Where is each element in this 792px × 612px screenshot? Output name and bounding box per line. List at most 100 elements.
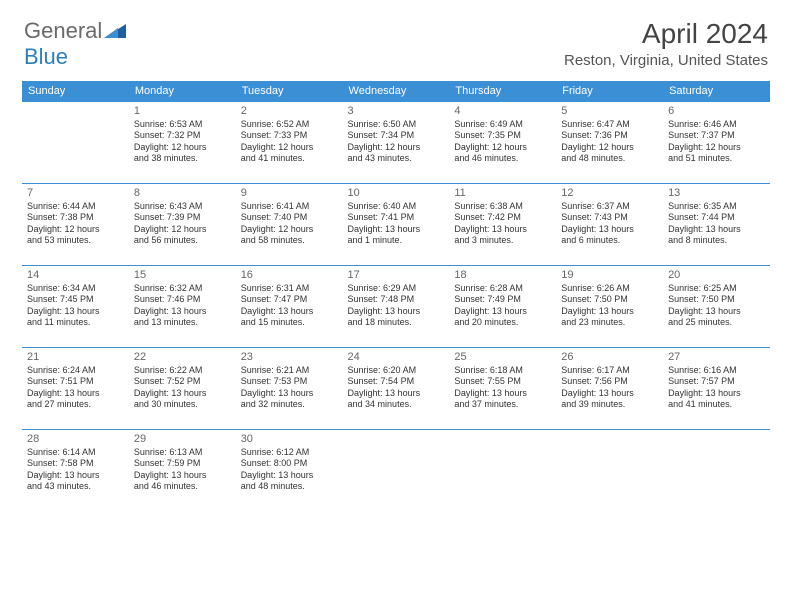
calendar-day-cell: 25Sunrise: 6:18 AMSunset: 7:55 PMDayligh… bbox=[449, 348, 556, 430]
day-info-line: Sunrise: 6:41 AM bbox=[241, 201, 338, 212]
day-info-line: and 27 minutes. bbox=[27, 399, 124, 410]
day-info-line: Daylight: 12 hours bbox=[241, 142, 338, 153]
day-info-line: and 13 minutes. bbox=[134, 317, 231, 328]
day-info-line: Sunset: 7:59 PM bbox=[134, 458, 231, 469]
day-number: 7 bbox=[27, 187, 124, 199]
day-info-line: and 46 minutes. bbox=[134, 481, 231, 492]
day-info-line: Daylight: 13 hours bbox=[668, 224, 765, 235]
calendar-day-cell: 23Sunrise: 6:21 AMSunset: 7:53 PMDayligh… bbox=[236, 348, 343, 430]
day-info-line: and 48 minutes. bbox=[241, 481, 338, 492]
day-number: 12 bbox=[561, 187, 658, 199]
day-info-line: Sunset: 7:50 PM bbox=[668, 294, 765, 305]
calendar-day-cell: 12Sunrise: 6:37 AMSunset: 7:43 PMDayligh… bbox=[556, 184, 663, 266]
calendar-day-cell: 13Sunrise: 6:35 AMSunset: 7:44 PMDayligh… bbox=[663, 184, 770, 266]
calendar-day-cell: 18Sunrise: 6:28 AMSunset: 7:49 PMDayligh… bbox=[449, 266, 556, 348]
day-info-line: Daylight: 12 hours bbox=[27, 224, 124, 235]
calendar-day-cell: 8Sunrise: 6:43 AMSunset: 7:39 PMDaylight… bbox=[129, 184, 236, 266]
day-info-line: and 48 minutes. bbox=[561, 153, 658, 164]
day-number: 10 bbox=[348, 187, 445, 199]
title-block: April 2024 Reston, Virginia, United Stat… bbox=[564, 18, 768, 69]
day-number: 13 bbox=[668, 187, 765, 199]
day-info-line: Sunrise: 6:13 AM bbox=[134, 447, 231, 458]
day-number: 29 bbox=[134, 433, 231, 445]
day-info-line: Sunset: 7:48 PM bbox=[348, 294, 445, 305]
day-info-line: Daylight: 12 hours bbox=[454, 142, 551, 153]
day-info-line: Sunrise: 6:24 AM bbox=[27, 365, 124, 376]
day-info-line: and 6 minutes. bbox=[561, 235, 658, 246]
day-info-line: Daylight: 13 hours bbox=[561, 306, 658, 317]
weekday-header: Wednesday bbox=[343, 81, 450, 102]
day-info-line: Sunrise: 6:17 AM bbox=[561, 365, 658, 376]
calendar-day-cell: 16Sunrise: 6:31 AMSunset: 7:47 PMDayligh… bbox=[236, 266, 343, 348]
day-info-line: and 25 minutes. bbox=[668, 317, 765, 328]
calendar-week-row: 1Sunrise: 6:53 AMSunset: 7:32 PMDaylight… bbox=[22, 102, 770, 184]
day-info-line: Daylight: 12 hours bbox=[134, 224, 231, 235]
day-info-line: Sunset: 7:55 PM bbox=[454, 376, 551, 387]
day-info-line: Sunrise: 6:18 AM bbox=[454, 365, 551, 376]
day-info-line: Sunrise: 6:47 AM bbox=[561, 119, 658, 130]
day-info-line: Sunset: 7:41 PM bbox=[348, 212, 445, 223]
day-info-line: Sunrise: 6:46 AM bbox=[668, 119, 765, 130]
day-info-line: and 46 minutes. bbox=[454, 153, 551, 164]
calendar-empty-cell bbox=[22, 102, 129, 184]
calendar-empty-cell bbox=[556, 430, 663, 512]
calendar-day-cell: 2Sunrise: 6:52 AMSunset: 7:33 PMDaylight… bbox=[236, 102, 343, 184]
day-info-line: Sunset: 7:40 PM bbox=[241, 212, 338, 223]
day-number: 3 bbox=[348, 105, 445, 117]
day-info-line: Sunrise: 6:44 AM bbox=[27, 201, 124, 212]
calendar-empty-cell bbox=[449, 430, 556, 512]
logo-text-general: General bbox=[24, 18, 102, 44]
day-info-line: Sunset: 7:45 PM bbox=[27, 294, 124, 305]
day-info-line: and 8 minutes. bbox=[668, 235, 765, 246]
day-info-line: and 51 minutes. bbox=[668, 153, 765, 164]
day-number: 16 bbox=[241, 269, 338, 281]
day-info-line: Sunrise: 6:21 AM bbox=[241, 365, 338, 376]
weekday-header: Thursday bbox=[449, 81, 556, 102]
day-info-line: Daylight: 13 hours bbox=[27, 470, 124, 481]
weekday-header: Saturday bbox=[663, 81, 770, 102]
day-number: 1 bbox=[134, 105, 231, 117]
calendar-day-cell: 5Sunrise: 6:47 AMSunset: 7:36 PMDaylight… bbox=[556, 102, 663, 184]
day-info-line: Sunset: 7:54 PM bbox=[348, 376, 445, 387]
calendar-day-cell: 15Sunrise: 6:32 AMSunset: 7:46 PMDayligh… bbox=[129, 266, 236, 348]
day-info-line: Sunrise: 6:29 AM bbox=[348, 283, 445, 294]
day-info-line: and 41 minutes. bbox=[668, 399, 765, 410]
day-info-line: and 37 minutes. bbox=[454, 399, 551, 410]
calendar-day-cell: 4Sunrise: 6:49 AMSunset: 7:35 PMDaylight… bbox=[449, 102, 556, 184]
day-number: 30 bbox=[241, 433, 338, 445]
day-info-line: Sunset: 7:44 PM bbox=[668, 212, 765, 223]
day-info-line: Sunrise: 6:49 AM bbox=[454, 119, 551, 130]
day-info-line: Sunset: 7:46 PM bbox=[134, 294, 231, 305]
day-info-line: Sunrise: 6:26 AM bbox=[561, 283, 658, 294]
day-info-line: Sunrise: 6:43 AM bbox=[134, 201, 231, 212]
day-info-line: Sunrise: 6:14 AM bbox=[27, 447, 124, 458]
day-info-line: and 1 minute. bbox=[348, 235, 445, 246]
day-info-line: and 41 minutes. bbox=[241, 153, 338, 164]
day-number: 5 bbox=[561, 105, 658, 117]
day-info-line: and 11 minutes. bbox=[27, 317, 124, 328]
weekday-header: Monday bbox=[129, 81, 236, 102]
calendar-week-row: 28Sunrise: 6:14 AMSunset: 7:58 PMDayligh… bbox=[22, 430, 770, 512]
day-info-line: Daylight: 13 hours bbox=[348, 224, 445, 235]
weekday-header: Sunday bbox=[22, 81, 129, 102]
calendar-week-row: 7Sunrise: 6:44 AMSunset: 7:38 PMDaylight… bbox=[22, 184, 770, 266]
day-info-line: and 18 minutes. bbox=[348, 317, 445, 328]
day-info-line: and 30 minutes. bbox=[134, 399, 231, 410]
calendar-day-cell: 14Sunrise: 6:34 AMSunset: 7:45 PMDayligh… bbox=[22, 266, 129, 348]
day-info-line: Sunset: 7:33 PM bbox=[241, 130, 338, 141]
day-info-line: Daylight: 13 hours bbox=[241, 306, 338, 317]
day-info-line: Sunrise: 6:28 AM bbox=[454, 283, 551, 294]
day-number: 24 bbox=[348, 351, 445, 363]
weekday-header-row: SundayMondayTuesdayWednesdayThursdayFrid… bbox=[22, 81, 770, 102]
day-info-line: and 56 minutes. bbox=[134, 235, 231, 246]
calendar-day-cell: 26Sunrise: 6:17 AMSunset: 7:56 PMDayligh… bbox=[556, 348, 663, 430]
weekday-header: Tuesday bbox=[236, 81, 343, 102]
day-info-line: Daylight: 12 hours bbox=[348, 142, 445, 153]
day-info-line: and 20 minutes. bbox=[454, 317, 551, 328]
day-info-line: and 43 minutes. bbox=[27, 481, 124, 492]
calendar-day-cell: 1Sunrise: 6:53 AMSunset: 7:32 PMDaylight… bbox=[129, 102, 236, 184]
day-number: 2 bbox=[241, 105, 338, 117]
day-number: 17 bbox=[348, 269, 445, 281]
logo-triangle-icon bbox=[104, 18, 126, 44]
calendar-day-cell: 20Sunrise: 6:25 AMSunset: 7:50 PMDayligh… bbox=[663, 266, 770, 348]
